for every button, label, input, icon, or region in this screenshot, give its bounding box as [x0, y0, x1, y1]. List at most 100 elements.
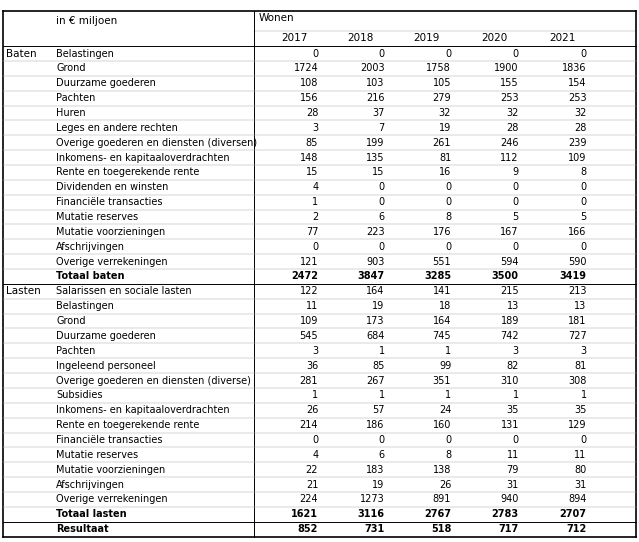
Text: 0: 0	[312, 48, 318, 59]
Text: 2: 2	[312, 212, 318, 222]
Text: 216: 216	[366, 93, 385, 103]
Text: 545: 545	[300, 331, 318, 341]
Text: 176: 176	[433, 227, 451, 237]
Text: 267: 267	[366, 376, 385, 385]
Text: 21: 21	[306, 480, 318, 489]
Text: 351: 351	[433, 376, 451, 385]
Text: 727: 727	[568, 331, 587, 341]
Text: 22: 22	[305, 464, 318, 475]
Text: 518: 518	[431, 524, 451, 534]
Text: 109: 109	[568, 152, 587, 163]
Text: 1273: 1273	[360, 494, 385, 505]
Text: 6: 6	[378, 450, 385, 460]
Text: 0: 0	[445, 197, 451, 207]
Text: 1: 1	[312, 197, 318, 207]
Text: 0: 0	[312, 435, 318, 445]
Text: 0: 0	[445, 48, 451, 59]
Text: 0: 0	[378, 182, 385, 192]
Text: 224: 224	[300, 494, 318, 505]
Text: 940: 940	[500, 494, 519, 505]
Text: 4: 4	[312, 182, 318, 192]
Text: 3116: 3116	[358, 509, 385, 519]
Text: 160: 160	[433, 420, 451, 430]
Text: 3: 3	[312, 346, 318, 356]
Text: 1: 1	[580, 390, 587, 401]
Text: 717: 717	[498, 524, 519, 534]
Text: Totaal baten: Totaal baten	[56, 272, 125, 281]
Text: 9: 9	[512, 167, 519, 177]
Text: 166: 166	[568, 227, 587, 237]
Text: Overige verrekeningen: Overige verrekeningen	[56, 256, 168, 267]
Text: Financiële transacties: Financiële transacties	[56, 435, 163, 445]
Text: Baten: Baten	[6, 48, 36, 59]
Text: 16: 16	[439, 167, 451, 177]
Text: 0: 0	[512, 242, 519, 251]
Text: 135: 135	[366, 152, 385, 163]
Text: 2767: 2767	[424, 509, 451, 519]
Text: Wonen: Wonen	[259, 13, 295, 23]
Text: 36: 36	[306, 360, 318, 371]
Text: 590: 590	[568, 256, 587, 267]
Text: 57: 57	[372, 405, 385, 415]
Text: 253: 253	[500, 93, 519, 103]
Text: 894: 894	[568, 494, 587, 505]
Text: 35: 35	[507, 405, 519, 415]
Text: 246: 246	[500, 138, 519, 147]
Text: 164: 164	[366, 286, 385, 296]
Text: 261: 261	[433, 138, 451, 147]
Text: 15: 15	[373, 167, 385, 177]
Text: 2019: 2019	[413, 34, 440, 43]
Text: 31: 31	[507, 480, 519, 489]
Text: 82: 82	[507, 360, 519, 371]
Text: 186: 186	[366, 420, 385, 430]
Text: 214: 214	[300, 420, 318, 430]
Text: 684: 684	[366, 331, 385, 341]
Text: 37: 37	[373, 108, 385, 118]
Text: Inkomens- en kapitaaloverdrachten: Inkomens- en kapitaaloverdrachten	[56, 152, 230, 163]
Text: 903: 903	[366, 256, 385, 267]
Text: 3419: 3419	[560, 272, 587, 281]
Text: 2020: 2020	[481, 34, 508, 43]
Text: Salarissen en sociale lasten: Salarissen en sociale lasten	[56, 286, 192, 296]
Text: 1: 1	[445, 390, 451, 401]
Text: 5: 5	[580, 212, 587, 222]
Text: 19: 19	[373, 480, 385, 489]
Text: 1758: 1758	[426, 63, 451, 73]
Text: Belastingen: Belastingen	[56, 48, 114, 59]
Text: 2021: 2021	[549, 34, 576, 43]
Text: 103: 103	[366, 78, 385, 88]
Text: 594: 594	[500, 256, 519, 267]
Text: 0: 0	[580, 242, 587, 251]
Text: Totaal lasten: Totaal lasten	[56, 509, 127, 519]
Text: 745: 745	[433, 331, 451, 341]
Text: 3847: 3847	[358, 272, 385, 281]
Text: Mutatie voorzieningen: Mutatie voorzieningen	[56, 464, 166, 475]
Text: Duurzame goederen: Duurzame goederen	[56, 331, 156, 341]
Text: 0: 0	[512, 182, 519, 192]
Text: Mutatie reserves: Mutatie reserves	[56, 450, 139, 460]
Text: 28: 28	[306, 108, 318, 118]
Text: 99: 99	[439, 360, 451, 371]
Text: 32: 32	[507, 108, 519, 118]
Text: 0: 0	[512, 197, 519, 207]
Text: 8: 8	[445, 212, 451, 222]
Text: 0: 0	[512, 48, 519, 59]
Text: 223: 223	[366, 227, 385, 237]
Text: 253: 253	[568, 93, 587, 103]
Text: 31: 31	[574, 480, 587, 489]
Text: 1621: 1621	[291, 509, 318, 519]
Text: Pachten: Pachten	[56, 93, 96, 103]
Text: 19: 19	[439, 123, 451, 133]
Text: 156: 156	[300, 93, 318, 103]
Text: Afschrijvingen: Afschrijvingen	[56, 480, 125, 489]
Text: 173: 173	[366, 316, 385, 326]
Text: 0: 0	[580, 197, 587, 207]
Text: 85: 85	[306, 138, 318, 147]
Text: 77: 77	[305, 227, 318, 237]
Text: 3285: 3285	[424, 272, 451, 281]
Text: 199: 199	[366, 138, 385, 147]
Text: Resultaat: Resultaat	[56, 524, 109, 534]
Text: 5: 5	[512, 212, 519, 222]
Text: 26: 26	[306, 405, 318, 415]
Text: 138: 138	[433, 464, 451, 475]
